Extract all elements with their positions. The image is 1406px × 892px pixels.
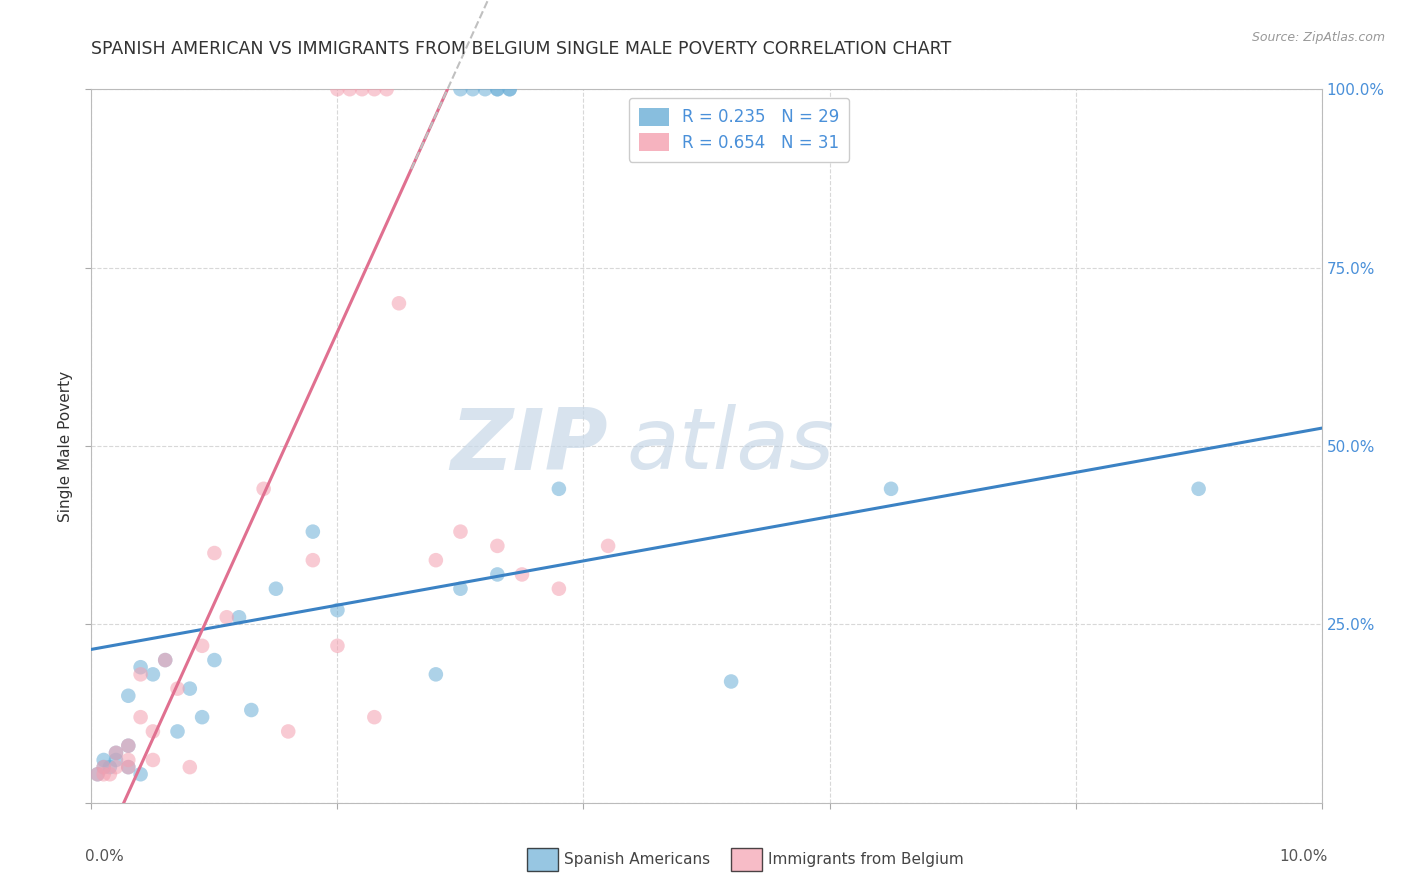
Point [142, 753, 165, 767]
Point [326, 603, 349, 617]
Point [93, 767, 115, 781]
Point [142, 667, 165, 681]
Point [98, 767, 121, 781]
Point [301, 553, 323, 567]
Text: 0.0%: 0.0% [86, 849, 124, 864]
Point [117, 760, 139, 774]
Point [1187, 482, 1209, 496]
Text: atlas: atlas [627, 404, 835, 488]
Point [510, 567, 533, 582]
Point [375, 82, 398, 96]
Point [117, 753, 139, 767]
Text: ZIP: ZIP [450, 404, 607, 488]
Point [880, 482, 903, 496]
Point [277, 724, 299, 739]
Point [547, 482, 569, 496]
Text: 10.0%: 10.0% [1279, 849, 1327, 864]
Point [388, 296, 411, 310]
Point [153, 653, 177, 667]
Point [486, 82, 509, 96]
Point [498, 82, 520, 96]
Point [363, 710, 385, 724]
Point [301, 524, 323, 539]
Text: SPANISH AMERICAN VS IMMIGRANTS FROM BELGIUM SINGLE MALE POVERTY CORRELATION CHAR: SPANISH AMERICAN VS IMMIGRANTS FROM BELG… [91, 40, 952, 58]
Point [264, 582, 287, 596]
Point [240, 703, 263, 717]
Text: Immigrants from Belgium: Immigrants from Belgium [768, 853, 963, 867]
Y-axis label: Single Male Poverty: Single Male Poverty [58, 370, 73, 522]
Point [117, 739, 139, 753]
Point [117, 760, 139, 774]
Point [93, 760, 115, 774]
Point [129, 660, 152, 674]
Point [449, 82, 471, 96]
Point [153, 653, 177, 667]
Point [166, 681, 188, 696]
Text: Spanish Americans: Spanish Americans [564, 853, 710, 867]
Point [86, 767, 108, 781]
Point [179, 760, 201, 774]
Point [129, 667, 152, 681]
Point [98, 760, 121, 774]
Point [449, 582, 471, 596]
Point [498, 82, 520, 96]
Point [105, 753, 127, 767]
Point [93, 760, 115, 774]
Point [129, 767, 152, 781]
Point [117, 739, 139, 753]
Point [228, 610, 250, 624]
Point [486, 539, 509, 553]
Point [720, 674, 742, 689]
Point [179, 681, 201, 696]
Point [202, 653, 225, 667]
Point [191, 639, 214, 653]
Point [486, 82, 509, 96]
Point [461, 82, 484, 96]
Point [339, 82, 361, 96]
Point [105, 746, 127, 760]
Point [350, 82, 373, 96]
Point [547, 582, 569, 596]
Point [117, 689, 139, 703]
Point [474, 82, 496, 96]
Legend: R = 0.235   N = 29, R = 0.654   N = 31: R = 0.235 N = 29, R = 0.654 N = 31 [628, 97, 849, 161]
Point [191, 710, 214, 724]
Text: Source: ZipAtlas.com: Source: ZipAtlas.com [1251, 31, 1385, 45]
Point [142, 724, 165, 739]
Point [202, 546, 225, 560]
Point [363, 82, 385, 96]
Point [129, 710, 152, 724]
Point [486, 567, 509, 582]
Point [166, 724, 188, 739]
Point [425, 667, 447, 681]
Point [596, 539, 619, 553]
Point [449, 524, 471, 539]
Point [105, 746, 127, 760]
Point [326, 82, 349, 96]
Point [425, 553, 447, 567]
Point [253, 482, 276, 496]
Point [326, 639, 349, 653]
Point [105, 760, 127, 774]
Point [215, 610, 238, 624]
Point [86, 767, 108, 781]
Point [93, 753, 115, 767]
